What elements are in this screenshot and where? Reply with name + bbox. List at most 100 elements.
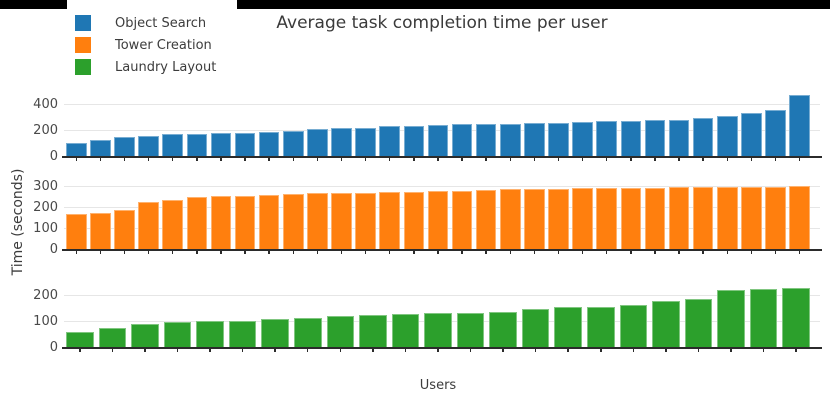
bar (765, 109, 786, 157)
x-tick-mark (147, 158, 150, 161)
x-tick-mark (339, 349, 342, 352)
x-tick-mark (75, 251, 78, 254)
bar (716, 116, 738, 157)
bar (261, 318, 289, 348)
bar (258, 131, 280, 157)
x-tick-mark (340, 251, 343, 254)
x-tick-mark (79, 349, 81, 352)
bar (782, 287, 810, 348)
bar (196, 321, 224, 348)
bar (741, 113, 762, 157)
x-tick-mark (292, 158, 295, 161)
subplot-laundry-layout: 0 100 200 (33, 273, 822, 355)
gridline (64, 186, 820, 188)
x-tick-mark (123, 158, 126, 161)
x-tick-mark (774, 251, 777, 254)
bar (765, 186, 786, 250)
x-tick-mark (244, 251, 246, 254)
bar (572, 188, 593, 250)
x-axis-line (62, 156, 822, 158)
x-axis-line (62, 249, 822, 251)
x-tick-mark (437, 158, 439, 161)
bar (228, 320, 257, 348)
bar (210, 196, 232, 250)
x-tick-mark (730, 349, 732, 352)
x-tick-mark (630, 251, 632, 254)
x-tick-mark (750, 251, 753, 254)
x-axis-label: Users (419, 378, 457, 393)
top-black-strip (0, 0, 830, 9)
x-tick-mark (533, 251, 536, 254)
x-tick-mark (605, 251, 608, 254)
gridline (64, 104, 820, 106)
x-tick-mark (268, 251, 270, 254)
bar (741, 186, 762, 250)
bar (138, 136, 159, 157)
bar (403, 125, 425, 157)
bar (716, 186, 738, 250)
bar (789, 94, 810, 157)
x-tick-mark (581, 251, 584, 254)
x-tick-mark (111, 349, 114, 352)
bar (572, 122, 593, 157)
x-tick-mark (795, 349, 797, 352)
bar (131, 323, 159, 348)
bar (114, 210, 135, 250)
x-tick-mark (209, 349, 211, 352)
x-tick-mark (485, 158, 487, 161)
x-tick-mark (774, 158, 777, 161)
bar (596, 188, 618, 250)
x-tick-mark (99, 251, 102, 254)
x-tick-mark (605, 158, 608, 161)
bar (668, 187, 690, 250)
x-tick-mark (665, 349, 667, 352)
x-tick-mark (726, 251, 728, 254)
x-tick-mark (413, 251, 415, 254)
x-tick-mark (292, 251, 295, 254)
y-tick-label: 200 (33, 199, 58, 215)
x-tick-mark (244, 158, 246, 161)
x-tick-mark (306, 349, 309, 352)
x-tick-mark (630, 158, 632, 161)
bar (456, 312, 485, 348)
bar (692, 187, 714, 250)
bar (326, 315, 355, 348)
bar (331, 193, 352, 250)
bar (548, 188, 569, 250)
bar (524, 189, 545, 250)
x-tick-mark (99, 158, 102, 161)
bar (114, 136, 135, 157)
x-tick-mark (557, 158, 560, 161)
x-tick-mark (697, 349, 700, 352)
legend-swatch-orange-icon (75, 37, 91, 53)
x-tick-mark (461, 251, 463, 254)
bar (331, 128, 352, 157)
x-tick-mark (798, 158, 801, 161)
bar (282, 194, 304, 250)
bar (379, 192, 401, 250)
x-tick-row (66, 158, 810, 162)
x-tick-mark (123, 251, 126, 254)
x-tick-mark (654, 251, 656, 254)
x-tick-mark (600, 349, 602, 352)
bar (282, 130, 304, 157)
x-tick-mark (316, 158, 319, 161)
x-tick-mark (678, 158, 680, 161)
x-tick-mark (469, 349, 472, 352)
x-tick-mark (147, 251, 150, 254)
bar (90, 139, 111, 157)
bar (644, 120, 666, 157)
x-tick-mark (220, 158, 222, 161)
bar (359, 314, 387, 348)
x-tick-mark (437, 251, 439, 254)
x-tick-mark (196, 251, 198, 254)
y-tick-label: 400 (33, 96, 58, 112)
legend-swatch-blue-icon (75, 15, 91, 31)
bar (234, 195, 256, 250)
y-tick-label: 100 (33, 220, 58, 236)
bar (451, 190, 473, 250)
bar-row (66, 88, 810, 157)
bar (186, 197, 208, 250)
legend-label: Tower Creation (115, 37, 212, 53)
bar (98, 327, 127, 348)
